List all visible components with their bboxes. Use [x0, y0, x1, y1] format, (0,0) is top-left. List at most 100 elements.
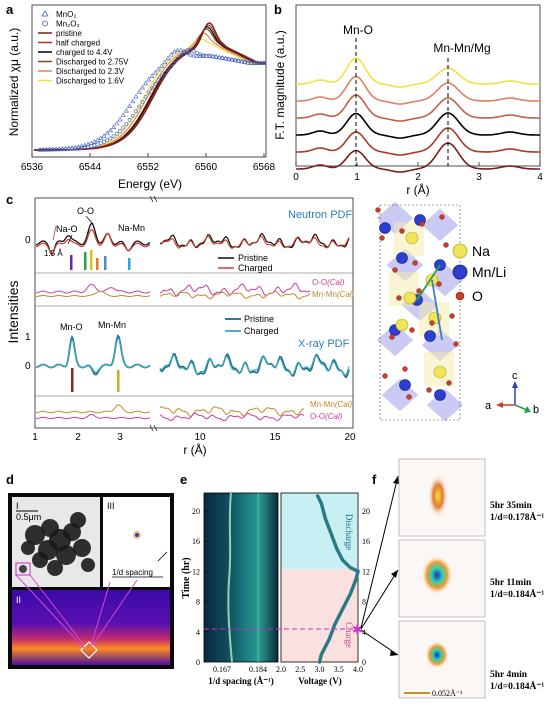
panel-c-o-atom	[412, 260, 418, 266]
panel-a-mno2-marker	[56, 146, 62, 151]
panel-c-neutron-title: Neutron PDF	[288, 209, 352, 221]
panel-c-annot-oo: O-O	[77, 206, 94, 216]
panel-e-heatmap	[203, 492, 279, 663]
panel-a-mno2-marker	[210, 53, 216, 58]
panel-c-o-atom	[419, 221, 425, 227]
panel-c-structure-legend: Na Mn/Li O	[452, 243, 506, 304]
panel-d-map-image	[12, 590, 170, 665]
panel-a-mno2-marker	[149, 73, 155, 78]
panel-a-legend-label: pristine	[56, 29, 82, 38]
panel-a-xtick: 6536	[21, 162, 44, 173]
panel-c-peak-curve	[35, 283, 151, 294]
panel-c-mn-octahedron	[421, 208, 459, 242]
panel-e-right-ytick: 20	[362, 507, 370, 516]
panel-a-mn2o3-marker	[111, 134, 116, 139]
panel-a-mn2o3-marker	[191, 49, 196, 54]
axis-c-label: c	[512, 370, 518, 382]
panel-d-particle	[81, 558, 95, 572]
panel-e-right-ytick: 12	[362, 567, 370, 576]
panel-c-neutron-bar	[96, 258, 99, 270]
panel-c-peak-curve	[35, 290, 151, 298]
panel-e-xtick-0184: 0.184	[249, 665, 267, 674]
panel-c-nao-arrow	[67, 234, 73, 245]
panel-a-mn2o3-marker	[198, 52, 202, 57]
panel-f-link-bot-head	[390, 650, 398, 656]
panel-a-legend-label: Discharged to 2.3V	[56, 67, 125, 76]
panel-e-ytick: 16	[192, 537, 200, 546]
panel-c-axes-triad: c a b	[485, 370, 539, 416]
panel-f-frame-2-value: 1/d=0.184Å⁻¹	[490, 588, 544, 600]
panel-a-mn2o3-marker	[127, 118, 132, 122]
panel-c-break-bot-1	[149, 424, 154, 432]
panel-a-frame	[31, 4, 267, 158]
panel-c-unit-cell	[379, 204, 461, 421]
panel-f-letter: f	[372, 472, 377, 487]
panel-a-legend-marker	[42, 20, 48, 27]
panel-e-xlabel-right: Voltage (V)	[298, 676, 341, 686]
panel-b-xtick: 0	[293, 172, 299, 183]
panel-a-mno2-marker	[184, 50, 190, 55]
panel-a-mn2o3-marker	[188, 48, 193, 53]
panel-a-mn2o3-marker	[169, 64, 174, 69]
panel-c-annot-namn: Na-Mn	[118, 223, 145, 233]
panel-a-mn2o3-marker	[134, 109, 138, 114]
panel-a-mno2-marker	[200, 53, 206, 58]
panel-a-mno2-marker	[75, 144, 81, 149]
panel-a-mn2o3-marker	[143, 95, 148, 100]
panel-f-frame-1-blob	[428, 474, 448, 518]
panel-c-15a-arrow	[52, 225, 57, 241]
panel-a-legend-label: charged to 4.4V	[56, 48, 113, 57]
panel-a-mno2-marker	[219, 55, 225, 60]
panel-a-legend-label: Discharged to 2.75V	[56, 58, 129, 67]
panel-c-xray-bar-1	[71, 368, 74, 392]
panel-a-mn2o3-marker	[118, 128, 122, 133]
panel-c-annot-15a: 1.5 Å	[44, 249, 63, 258]
axis-b-label: b	[533, 404, 539, 416]
panel-a-mno2-marker	[136, 89, 142, 94]
panel-d-selection-box	[15, 562, 31, 576]
panel-e-voltage-xtick: 2.5	[295, 665, 305, 674]
panel-c-crystal-structure	[375, 201, 464, 422]
panel-c-oo-arrow	[85, 215, 94, 225]
panel-a-mn2o3-marker	[98, 141, 103, 146]
panel-c-neutron-bar	[84, 252, 87, 270]
panel-c-xtick-left: 2	[75, 432, 81, 443]
panel-a-mn2o3-marker	[105, 138, 110, 143]
panel-a-mn2o3-marker	[159, 74, 164, 79]
panel-d-scalebar: 0.5μm	[16, 512, 41, 522]
panel-c-o-atom	[382, 373, 388, 379]
panel-c-curve	[159, 412, 305, 422]
panel-d-letter: d	[6, 472, 14, 487]
panel-e-peak-1	[227, 492, 233, 663]
panel-a-mno2-marker	[98, 135, 104, 140]
panel-a-mn2o3-marker	[124, 122, 129, 126]
axis-b-arrow	[514, 404, 528, 411]
panel-c-xray-leg-charged: Charged	[244, 326, 279, 336]
panel-e-ytick: 8	[196, 598, 200, 607]
panel-b-annot-mno: Mn-O	[343, 23, 373, 37]
panel-a-mno2-marker	[194, 53, 200, 58]
axis-a-head	[496, 402, 503, 408]
axis-a-label: a	[485, 400, 492, 412]
panel-c-ylabel: Intensities	[5, 280, 21, 343]
panel-a-mno2-marker	[175, 47, 181, 53]
panel-a-mn2o3-marker	[146, 90, 151, 95]
panel-f-frame-2-time: 5hr 11min	[490, 578, 532, 588]
panel-c-xtick-left: 3	[117, 432, 123, 443]
panel-e-ytick: 12	[192, 567, 200, 576]
panel-a-mno2-marker	[133, 93, 139, 99]
panel-a-mno2-marker	[120, 112, 126, 118]
panel-c-annot-nao: Na-O	[56, 224, 78, 234]
panel-d-label-I: I	[16, 501, 19, 511]
panel-a-mn2o3-marker	[114, 131, 119, 136]
panel-a-mno2-marker	[143, 80, 149, 86]
panel-b-curve	[296, 112, 540, 139]
panel-c-o-atom	[406, 394, 412, 400]
panel-e-right-ytick: 0	[362, 658, 366, 667]
panel-c-frame	[34, 197, 354, 429]
panel-e-ylabel: Time (hr)	[181, 557, 192, 598]
panel-a-legend-label: Mn₂O₃	[56, 20, 80, 29]
panel-a-mno2-marker	[104, 130, 110, 136]
panel-e-voltage-xticks: 2.0 2.5 3.0 3.5 4.0	[276, 665, 363, 674]
